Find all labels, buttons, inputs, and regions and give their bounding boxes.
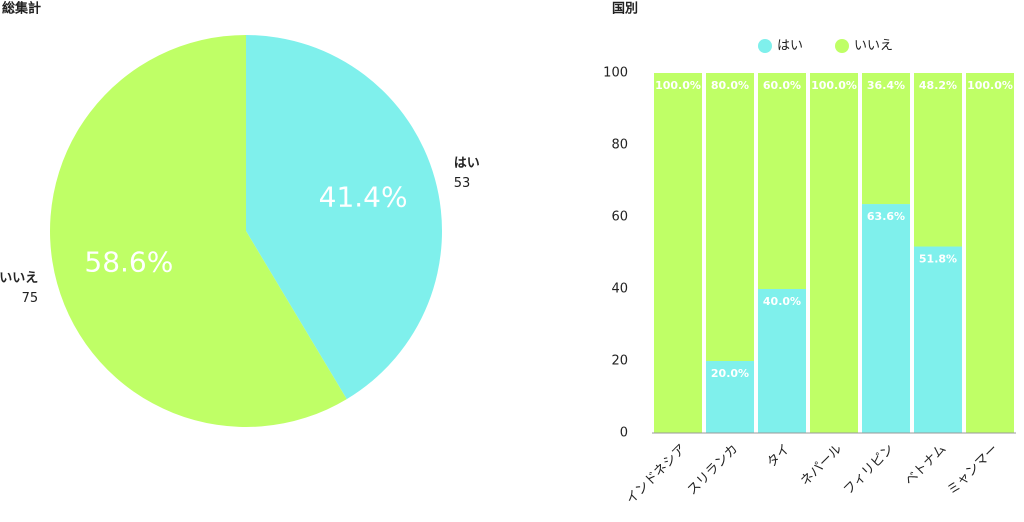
value-label: 53 [454,176,471,191]
value-label: 51.8% [919,253,957,266]
bar-segment [914,73,962,247]
value-label: 63.6% [867,210,905,223]
chart-title: 国別 [612,2,638,17]
pie-slice [246,35,442,400]
legend-swatch [758,39,772,53]
y-tick-label: 40 [611,282,628,297]
x-tick-label: フィリピン [841,442,897,498]
bar-segment [862,73,910,205]
y-tick-label: 100 [603,66,628,81]
legend-swatch [835,39,849,53]
category-label: はい [454,156,480,171]
value-label: 100.0% [967,79,1013,92]
bar-segment [862,204,910,433]
x-tick-label: スリランカ [685,442,742,499]
bar-segment [758,73,806,289]
x-tick-label: ネパール [798,442,845,489]
bar-segment [810,73,858,433]
bar-segment [706,73,754,361]
x-tick-label: ベトナム [902,442,949,489]
y-tick-label: 80 [611,138,628,153]
chart-title: 総集計 [2,1,41,17]
value-label: 40.0% [763,295,801,308]
pie-slice [49,35,347,427]
x-tick-label: タイ [764,442,793,471]
value-label: 80.0% [711,79,749,92]
value-label: 48.2% [919,79,957,92]
category-label: いいえ [0,271,38,286]
value-label: 36.4% [867,79,905,92]
percent-label: 58.6% [84,245,173,278]
y-tick-label: 20 [611,354,628,369]
x-tick-label: インドネシア [624,442,690,508]
value-label: 75 [22,291,39,306]
value-label: 20.0% [711,367,749,380]
value-label: 60.0% [763,79,801,92]
bar-segment [914,246,962,433]
bar-segment [966,73,1014,433]
bar-segment [706,361,754,433]
bar-segment [654,73,702,433]
y-tick-label: 0 [620,426,628,441]
value-label: 100.0% [655,79,701,92]
bar-segment [758,289,806,433]
legend-label: はい [777,39,803,54]
y-tick-label: 60 [611,210,628,225]
legend-label: いいえ [854,39,893,54]
x-tick-label: ミャンマー [945,442,1002,499]
value-label: 100.0% [811,79,857,92]
percent-label: 41.4% [319,181,408,214]
